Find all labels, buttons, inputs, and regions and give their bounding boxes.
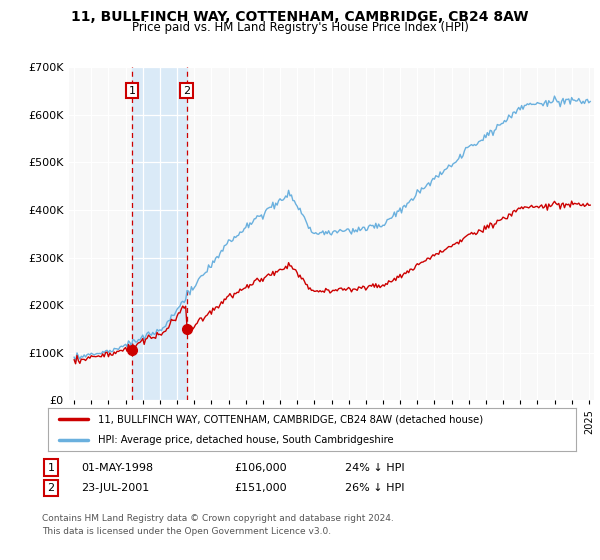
- Text: 1: 1: [47, 463, 55, 473]
- Text: £151,000: £151,000: [234, 483, 287, 493]
- Text: 01-MAY-1998: 01-MAY-1998: [81, 463, 153, 473]
- Text: 26% ↓ HPI: 26% ↓ HPI: [345, 483, 404, 493]
- Text: 1: 1: [128, 86, 136, 96]
- Text: 11, BULLFINCH WAY, COTTENHAM, CAMBRIDGE, CB24 8AW: 11, BULLFINCH WAY, COTTENHAM, CAMBRIDGE,…: [71, 10, 529, 24]
- Text: 24% ↓ HPI: 24% ↓ HPI: [345, 463, 404, 473]
- Text: £106,000: £106,000: [234, 463, 287, 473]
- Bar: [132, 67, 187, 400]
- Text: 2: 2: [47, 483, 55, 493]
- Text: 2: 2: [183, 86, 190, 96]
- Text: Price paid vs. HM Land Registry's House Price Index (HPI): Price paid vs. HM Land Registry's House …: [131, 21, 469, 34]
- Text: HPI: Average price, detached house, South Cambridgeshire: HPI: Average price, detached house, Sout…: [98, 435, 394, 445]
- Text: 11, BULLFINCH WAY, COTTENHAM, CAMBRIDGE, CB24 8AW (detached house): 11, BULLFINCH WAY, COTTENHAM, CAMBRIDGE,…: [98, 414, 483, 424]
- Text: Contains HM Land Registry data © Crown copyright and database right 2024.
This d: Contains HM Land Registry data © Crown c…: [42, 514, 394, 535]
- Text: 23-JUL-2001: 23-JUL-2001: [81, 483, 149, 493]
